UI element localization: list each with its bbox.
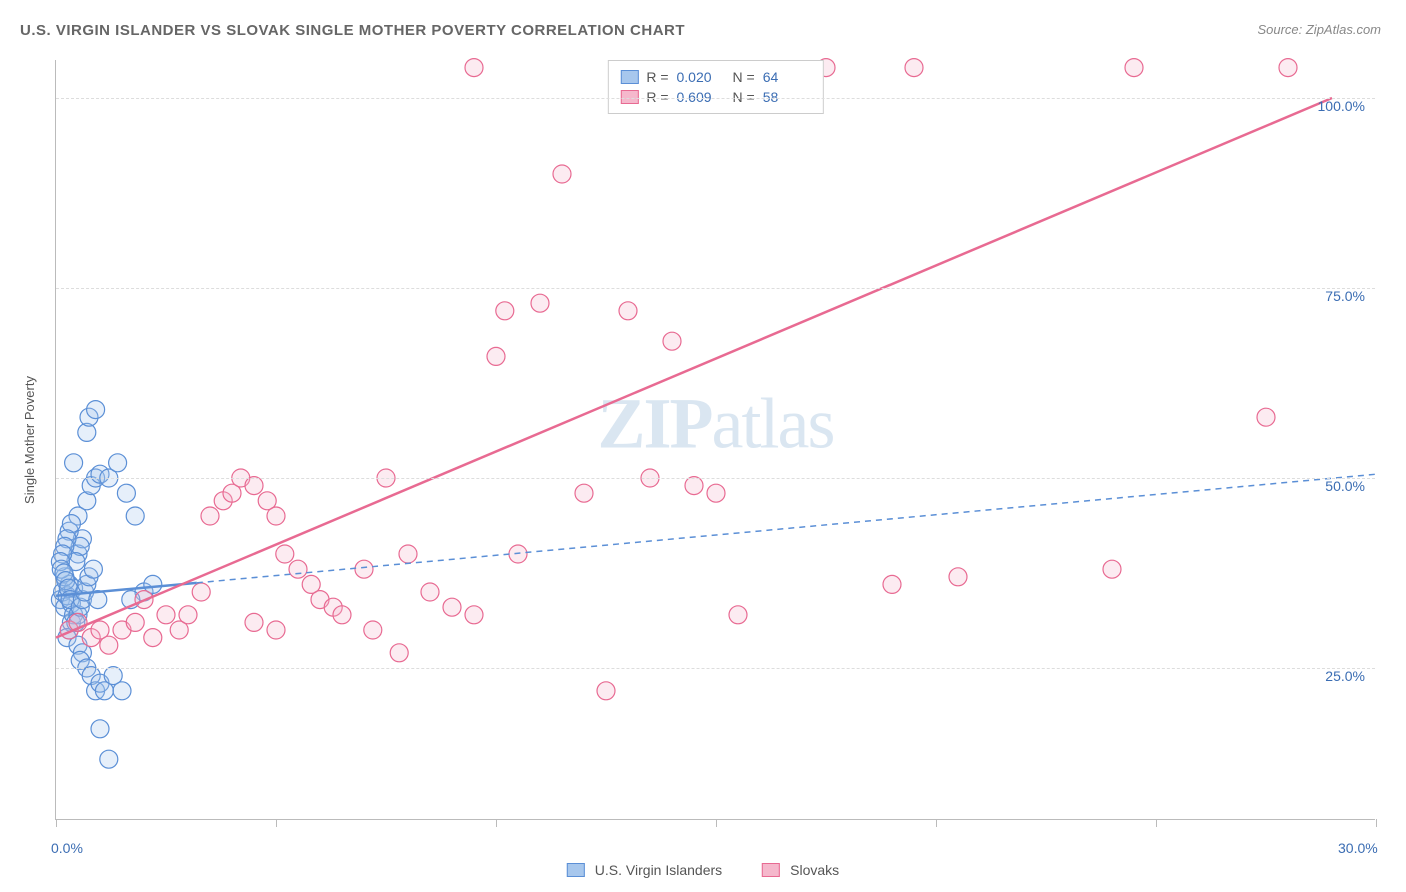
plot-svg — [56, 60, 1375, 819]
data-point — [443, 598, 461, 616]
stats-row: R = 0.609 N = 58 — [620, 87, 810, 107]
n-value: 64 — [763, 69, 811, 85]
gridline — [56, 668, 1375, 669]
data-point — [531, 294, 549, 312]
data-point — [245, 477, 263, 495]
chart-title: U.S. VIRGIN ISLANDER VS SLOVAK SINGLE MO… — [20, 22, 685, 39]
data-point — [390, 644, 408, 662]
legend-swatch — [567, 863, 585, 877]
data-point — [619, 302, 637, 320]
data-point — [509, 545, 527, 563]
data-point — [487, 347, 505, 365]
stats-box: R = 0.020 N = 64 R = 0.609 N = 58 — [607, 60, 823, 114]
data-point — [1257, 408, 1275, 426]
data-point — [333, 606, 351, 624]
data-point — [905, 59, 923, 77]
data-point — [65, 454, 83, 472]
y-tick-label: 100.0% — [1318, 98, 1365, 114]
data-point — [91, 720, 109, 738]
legend-swatch — [620, 70, 638, 84]
data-point — [465, 606, 483, 624]
x-tick — [1156, 819, 1157, 827]
legend-item: Slovaks — [762, 862, 839, 878]
y-tick-label: 75.0% — [1325, 288, 1365, 304]
data-point — [553, 165, 571, 183]
data-point — [949, 568, 967, 586]
plot-area: ZIPatlas R =0.020N =64R =0.609N =58 25.0… — [55, 60, 1375, 820]
data-point — [126, 613, 144, 631]
data-point — [685, 477, 703, 495]
data-point — [126, 507, 144, 525]
data-point — [267, 507, 285, 525]
data-point — [201, 507, 219, 525]
data-point — [496, 302, 514, 320]
data-point — [157, 606, 175, 624]
data-point — [399, 545, 417, 563]
trend-line-dashed — [197, 474, 1376, 583]
n-value: 58 — [763, 89, 811, 105]
data-point — [113, 682, 131, 700]
legend-label: U.S. Virgin Islanders — [595, 862, 722, 878]
x-tick — [496, 819, 497, 827]
legend-label: Slovaks — [790, 862, 839, 878]
r-label: R = — [646, 69, 668, 85]
data-point — [1103, 560, 1121, 578]
n-label: N = — [733, 69, 755, 85]
data-point — [421, 583, 439, 601]
data-point — [355, 560, 373, 578]
data-point — [1125, 59, 1143, 77]
gridline — [56, 288, 1375, 289]
data-point — [364, 621, 382, 639]
data-point — [267, 621, 285, 639]
data-point — [729, 606, 747, 624]
data-point — [84, 560, 102, 578]
gridline — [56, 98, 1375, 99]
n-label: N = — [733, 89, 755, 105]
data-point — [192, 583, 210, 601]
legend-swatch — [762, 863, 780, 877]
bottom-legend: U.S. Virgin Islanders Slovaks — [567, 862, 839, 878]
data-point — [100, 636, 118, 654]
data-point — [179, 606, 197, 624]
data-point — [575, 484, 593, 502]
data-point — [100, 750, 118, 768]
x-tick — [716, 819, 717, 827]
data-point — [289, 560, 307, 578]
y-tick-label: 25.0% — [1325, 668, 1365, 684]
r-value: 0.020 — [677, 69, 725, 85]
data-point — [276, 545, 294, 563]
x-tick — [276, 819, 277, 827]
data-point — [245, 613, 263, 631]
data-point — [597, 682, 615, 700]
data-point — [707, 484, 725, 502]
r-value: 0.609 — [677, 89, 725, 105]
trend-line — [56, 98, 1332, 638]
x-tick-label: 0.0% — [51, 840, 83, 856]
data-point — [883, 575, 901, 593]
y-axis-title: Single Mother Poverty — [22, 376, 37, 504]
source-label: Source: ZipAtlas.com — [1257, 22, 1381, 37]
stats-row: R = 0.020 N = 64 — [620, 67, 810, 87]
data-point — [144, 629, 162, 647]
chart-container: U.S. VIRGIN ISLANDER VS SLOVAK SINGLE MO… — [0, 0, 1406, 892]
x-tick — [56, 819, 57, 827]
legend-swatch — [620, 90, 638, 104]
data-point — [109, 454, 127, 472]
data-point — [465, 59, 483, 77]
gridline — [56, 478, 1375, 479]
data-point — [117, 484, 135, 502]
data-point — [663, 332, 681, 350]
data-point — [87, 401, 105, 419]
x-tick — [1376, 819, 1377, 827]
x-tick — [936, 819, 937, 827]
data-point — [1279, 59, 1297, 77]
legend-item: U.S. Virgin Islanders — [567, 862, 722, 878]
x-tick-label: 30.0% — [1338, 840, 1378, 856]
r-label: R = — [646, 89, 668, 105]
y-tick-label: 50.0% — [1325, 478, 1365, 494]
